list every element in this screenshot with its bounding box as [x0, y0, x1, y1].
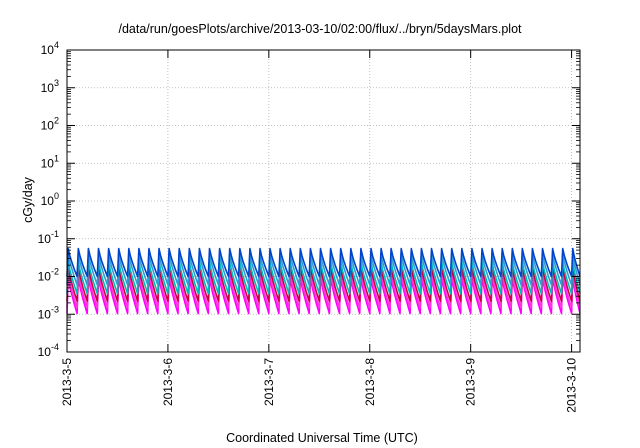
y-tick-base: 10: [38, 270, 52, 284]
y-tick-base: 10: [41, 81, 55, 95]
y-tick-exponent: -4: [51, 342, 59, 352]
x-tick-label: 2013-3-5: [60, 358, 74, 406]
series-line-6: [66, 247, 581, 278]
series-line-2: [66, 272, 581, 309]
y-tick-exponent: -1: [51, 229, 59, 239]
y-tick-exponent: 2: [54, 116, 59, 126]
x-axis-label: Coordinated Universal Time (UTC): [226, 431, 418, 445]
y-tick-label: 10-2: [38, 267, 59, 284]
x-tick-label: 2013-3-9: [464, 358, 478, 406]
y-tick-label: 101: [41, 153, 59, 170]
x-tick-label: 2013-3-6: [161, 358, 175, 406]
y-tick-label: 100: [41, 191, 59, 208]
series-line-3: [66, 266, 581, 303]
y-tick-exponent: 3: [54, 78, 59, 88]
axis-ticks: [66, 49, 580, 353]
series-layer: [66, 247, 581, 315]
y-tick-base: 10: [41, 194, 55, 208]
y-tick-base: 10: [41, 43, 55, 57]
y-tick-base: 10: [41, 156, 55, 170]
x-tick-labels: 2013-3-5 2013-3-6 2013-3-7 2013-3-8 2013-3-9…: [60, 358, 579, 413]
y-tick-label: 10-4: [38, 342, 59, 359]
series-line-5: [66, 253, 581, 286]
x-tick-label: 2013-3-8: [363, 358, 377, 406]
chart-title: /data/run/goesPlots/archive/2013-03-10/0…: [118, 22, 522, 36]
y-tick-base: 10: [38, 232, 52, 246]
y-tick-exponent: 4: [54, 40, 59, 50]
y-tick-base: 10: [38, 345, 52, 359]
x-tick-label: 2013-3-7: [262, 358, 276, 406]
y-tick-base: 10: [41, 119, 55, 133]
grid-lines: [67, 50, 580, 352]
y-tick-label: 10-3: [38, 304, 59, 321]
y-tick-exponent: -2: [51, 267, 59, 277]
y-tick-exponent: 1: [54, 153, 59, 163]
y-tick-label: 102: [41, 116, 59, 133]
x-tick-label: 2013-3-10: [565, 358, 579, 413]
series-line-4: [66, 260, 581, 295]
y-tick-base: 10: [38, 307, 52, 321]
y-tick-label: 103: [41, 78, 59, 95]
series-line-1: [66, 276, 581, 315]
y-tick-label: 10-1: [38, 229, 59, 246]
y-tick-label: 104: [41, 40, 59, 57]
y-tick-exponent: -3: [51, 304, 59, 314]
y-axis-label: cGy/day: [21, 176, 35, 223]
y-tick-exponent: 0: [54, 191, 59, 201]
